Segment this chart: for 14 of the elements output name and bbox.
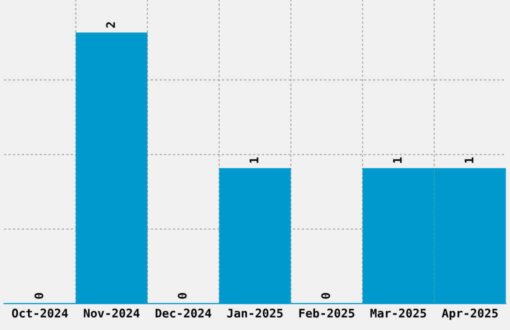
x-tick-label: Feb-2025	[299, 308, 354, 318]
data-label: 1	[393, 157, 402, 163]
data-label: 1	[250, 157, 258, 163]
x-tick-label: Jan-2025	[227, 308, 283, 318]
data-label: 0	[178, 293, 187, 299]
x-tick-label: Dec-2024	[156, 308, 212, 318]
x-tick-label: Mar-2025	[370, 308, 426, 318]
data-label: 2	[106, 22, 115, 28]
x-tick-label: Apr-2025	[442, 308, 498, 320]
data-label: 0	[34, 293, 44, 299]
data-label: 1	[464, 157, 474, 163]
x-tick-label: Oct-2024	[12, 308, 68, 318]
data-label: 0	[321, 293, 330, 299]
x-tick-label: Nov-2024	[84, 308, 140, 318]
